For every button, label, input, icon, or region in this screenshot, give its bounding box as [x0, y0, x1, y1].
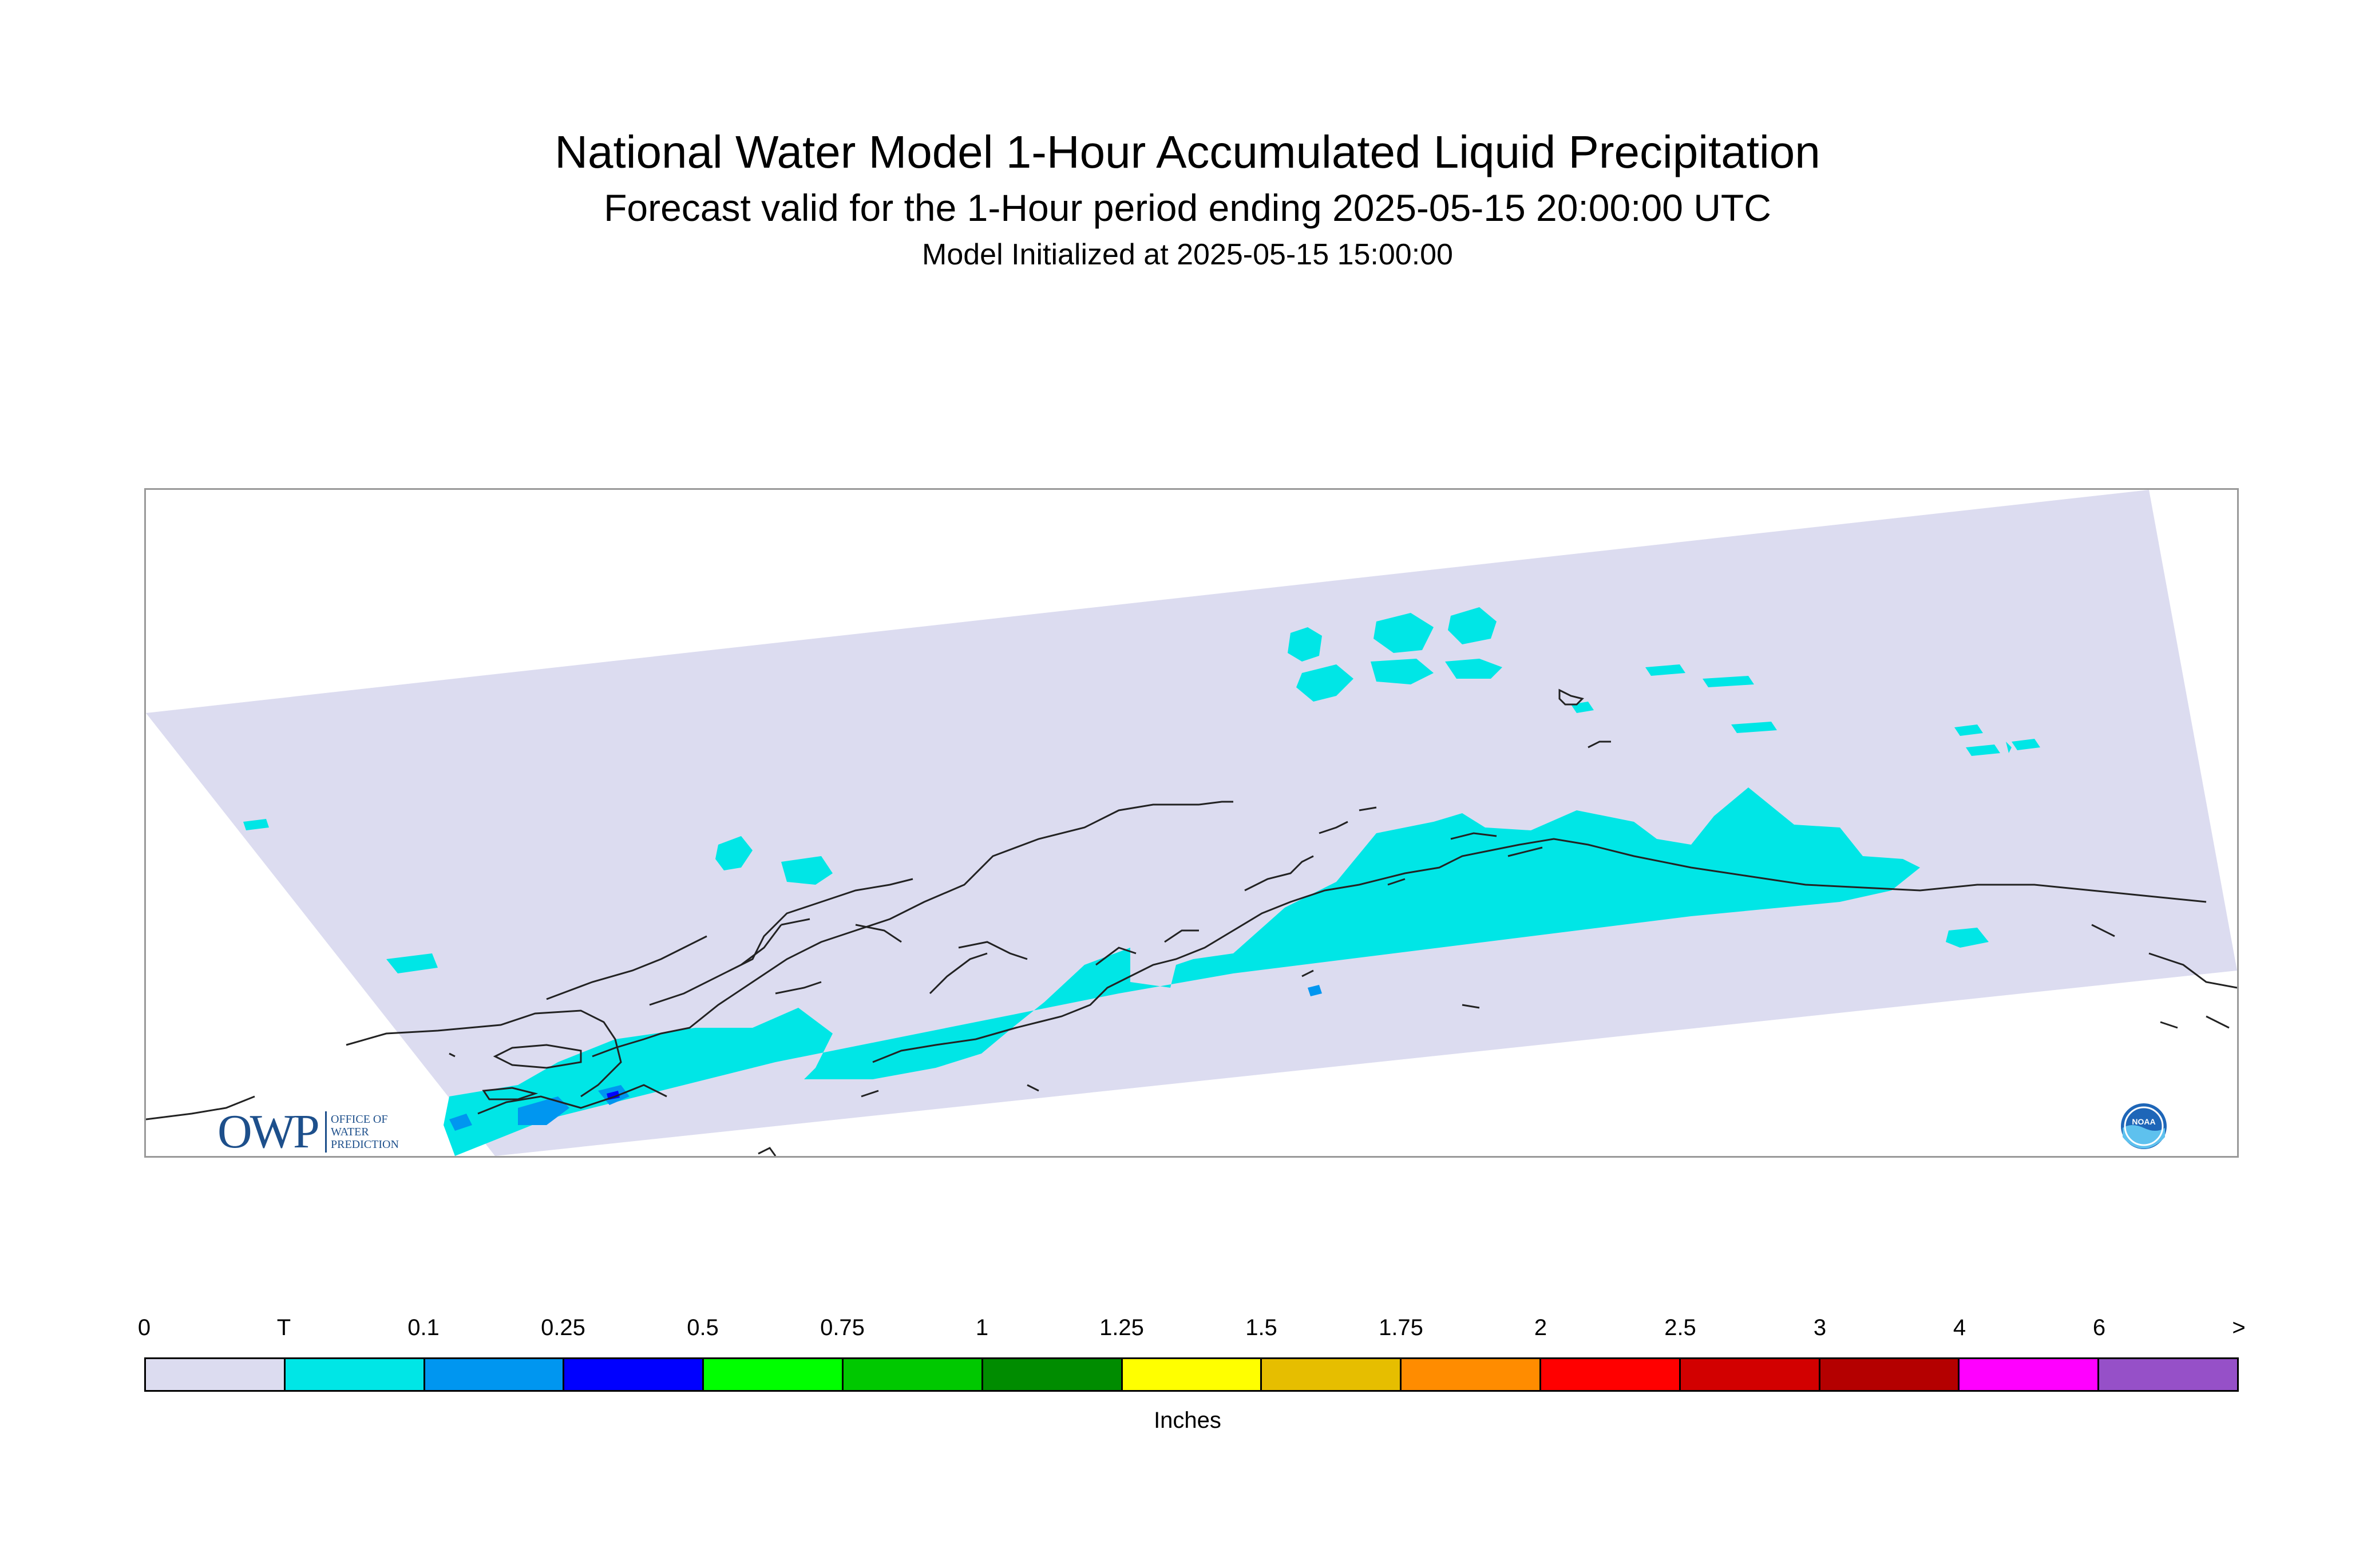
owp-text-line2: WATER [331, 1126, 369, 1138]
legend-tick-label: 3 [1813, 1315, 1827, 1340]
coastlines [146, 688, 2237, 1156]
legend-tick-label: T [276, 1315, 291, 1340]
legend-tick-label: > [2232, 1315, 2246, 1340]
legend-tick-label: 6 [2092, 1315, 2106, 1340]
owp-letters: OWP [217, 1105, 320, 1158]
legend-swatch [983, 1359, 1123, 1390]
legend-swatch [1262, 1359, 1402, 1390]
precipitation-map [146, 490, 2237, 1156]
legend-swatch [843, 1359, 983, 1390]
legend-swatch [564, 1359, 704, 1390]
legend-swatch [1541, 1359, 1681, 1390]
model-init-subtitle: Model Initialized at 2025-05-15 15:00:00 [922, 238, 1453, 271]
legend-tick-label: 0.5 [687, 1315, 719, 1340]
legend-swatch [1122, 1359, 1262, 1390]
legend-swatch [146, 1359, 286, 1390]
legend-tick-label: 4 [1953, 1315, 1966, 1340]
legend-tick-labels: 0 T 0.1 0.25 0.5 0.75 1 1.25 1.5 1.75 2 2.5 3 4 6 > [0, 1315, 2375, 1349]
forecast-valid-subtitle: Forecast valid for the 1-Hour period end… [604, 187, 1771, 229]
legend-tick-label: 2 [1534, 1315, 1547, 1340]
owp-text-line3: PREDICTION [331, 1138, 399, 1151]
legend-tick-label: 1.25 [1099, 1315, 1144, 1340]
trace-precip-areas [243, 607, 2040, 1156]
legend-tick-label: 0.75 [820, 1315, 865, 1340]
legend-tick-label: 1.75 [1379, 1315, 1423, 1340]
legend-tick-label: 0 [137, 1315, 151, 1340]
owp-text-line1: OFFICE OF [331, 1113, 388, 1126]
map-panel: OWP OFFICE OF WATER PREDICTION NOAA [144, 488, 2239, 1158]
svg-text:NOAA: NOAA [2132, 1117, 2155, 1126]
legend-tick-label: 1.5 [1245, 1315, 1277, 1340]
legend-swatch [1820, 1359, 1960, 1390]
owp-divider [325, 1111, 327, 1153]
noaa-logo-icon: NOAA [2120, 1103, 2167, 1150]
legend-swatch [285, 1359, 425, 1390]
map-title: National Water Model 1-Hour Accumulated … [555, 126, 1820, 177]
legend-tick-label: 2.5 [1664, 1315, 1696, 1340]
legend-colorbar [144, 1357, 2239, 1392]
legend-swatch [1960, 1359, 2100, 1390]
model-domain [146, 490, 2237, 1156]
legend-swatch [704, 1359, 844, 1390]
legend-swatch [1680, 1359, 1820, 1390]
legend-tick-label: 0.1 [407, 1315, 440, 1340]
legend-swatch [2099, 1359, 2237, 1390]
legend-unit-label: Inches [1154, 1408, 1221, 1433]
legend-swatch [425, 1359, 565, 1390]
legend-tick-label: 0.25 [541, 1315, 585, 1340]
legend-tick-label: 1 [975, 1315, 989, 1340]
legend-swatch [1402, 1359, 1541, 1390]
